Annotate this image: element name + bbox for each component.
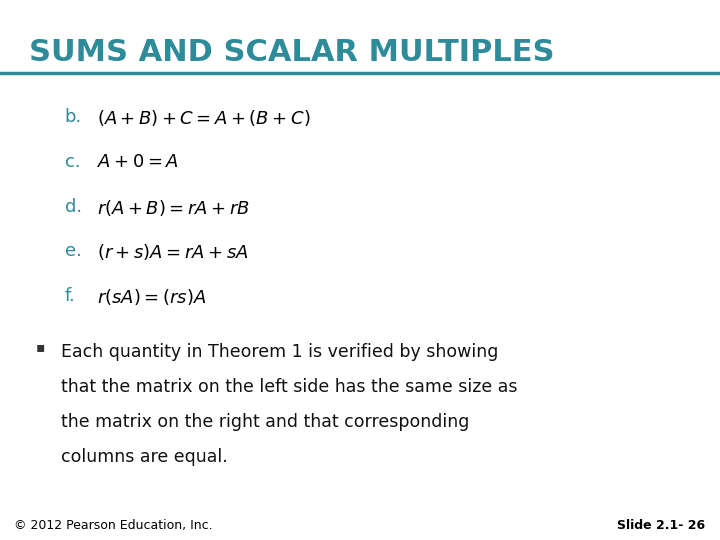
- Text: e.: e.: [65, 242, 81, 260]
- Text: $r(A+B) = rA+rB$: $r(A+B) = rA+rB$: [97, 198, 250, 218]
- Text: the matrix on the right and that corresponding: the matrix on the right and that corresp…: [61, 413, 469, 431]
- Text: $(A+B)+C = A+(B+C)$: $(A+B)+C = A+(B+C)$: [97, 108, 310, 128]
- Text: $(r+s)A = rA+sA$: $(r+s)A = rA+sA$: [97, 242, 249, 262]
- Text: columns are equal.: columns are equal.: [61, 448, 228, 466]
- Text: $A+0 = A$: $A+0 = A$: [97, 153, 179, 171]
- Text: d.: d.: [65, 198, 82, 215]
- Text: ▪: ▪: [36, 340, 45, 354]
- Text: c.: c.: [65, 153, 81, 171]
- Text: that the matrix on the left side has the same size as: that the matrix on the left side has the…: [61, 378, 518, 396]
- Text: Slide 2.1- 26: Slide 2.1- 26: [618, 519, 706, 532]
- Text: Each quantity in Theorem 1 is verified by showing: Each quantity in Theorem 1 is verified b…: [61, 343, 498, 361]
- Text: $r(sA) = (rs)A$: $r(sA) = (rs)A$: [97, 287, 207, 307]
- Text: © 2012 Pearson Education, Inc.: © 2012 Pearson Education, Inc.: [14, 519, 213, 532]
- Text: SUMS AND SCALAR MULTIPLES: SUMS AND SCALAR MULTIPLES: [29, 38, 554, 67]
- Text: f.: f.: [65, 287, 76, 305]
- Text: b.: b.: [65, 108, 82, 126]
